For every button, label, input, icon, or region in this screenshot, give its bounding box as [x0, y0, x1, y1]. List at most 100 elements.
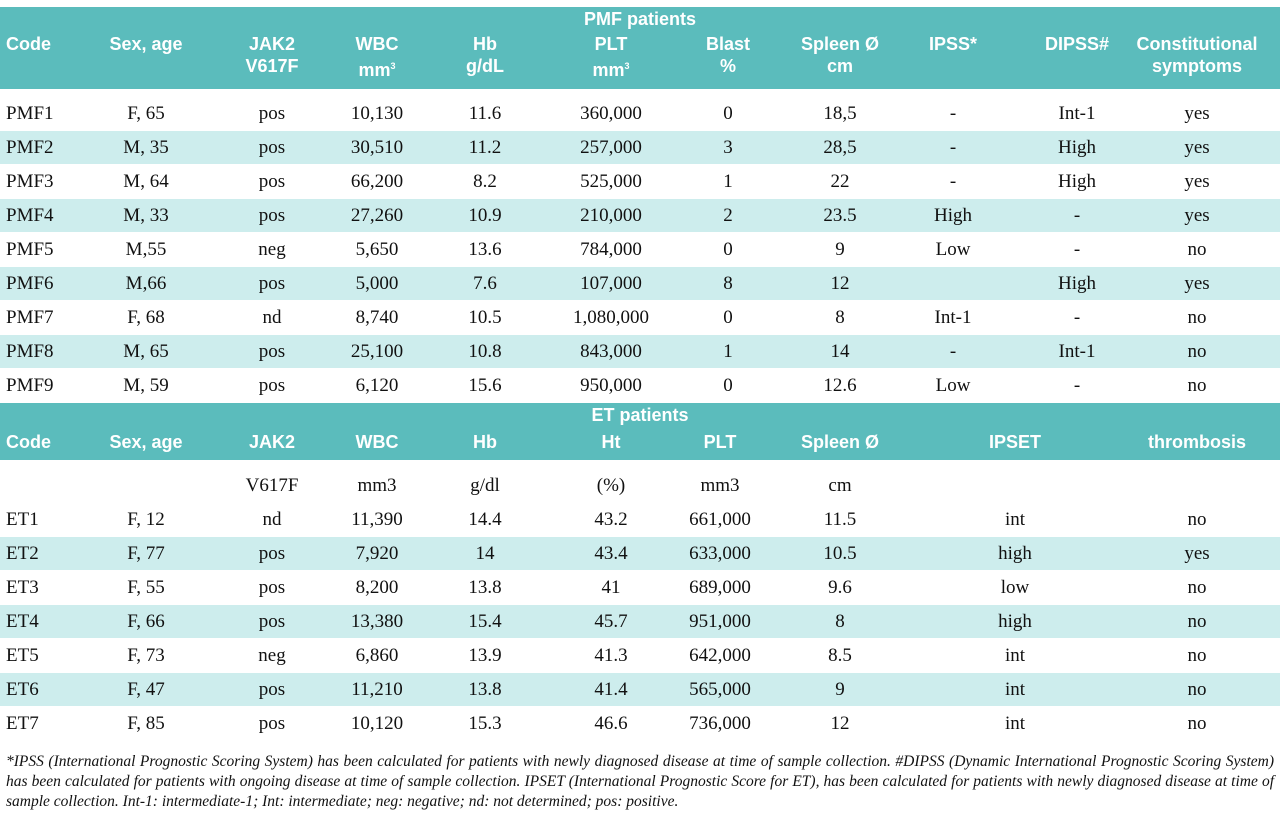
table-cell: high — [998, 611, 1032, 632]
table-cell: 107,000 — [580, 273, 642, 294]
table-cell: 10.8 — [468, 341, 502, 362]
table-cell: ET2 — [6, 543, 39, 564]
table-cell: 210,000 — [580, 205, 642, 226]
table-cell: M, 33 — [123, 205, 169, 226]
table-cell: 9 — [835, 239, 845, 260]
table-row: PMF1 F, 65 pos 10,130 11.6 360,000 0 18,5 - Int-1… — [0, 97, 1280, 130]
table-cell: neg — [258, 645, 286, 666]
table-cell: 7,920 — [355, 543, 399, 564]
et-column-header: PLT — [703, 432, 737, 452]
table-cell: ET6 — [6, 679, 39, 700]
table-cell: pos — [258, 611, 286, 632]
column-header-line: % — [719, 56, 737, 76]
table-cell: High — [1058, 273, 1096, 294]
table-cell: 15.6 — [468, 375, 502, 396]
table-cell: 28,5 — [823, 137, 857, 158]
table-cell: 689,000 — [689, 577, 751, 598]
table-cell: PMF8 — [6, 341, 54, 362]
table-cell: pos — [258, 273, 286, 294]
table-cell: yes — [1184, 205, 1210, 226]
table-cell: pos — [258, 713, 286, 734]
unit-cell: g/dl — [470, 475, 500, 496]
table-cell: 43.2 — [594, 509, 628, 530]
column-header-line: cm — [826, 56, 853, 76]
column-header-line: PLT — [594, 34, 628, 54]
table-row: PMF9 M, 59 pos 6,120 15.6 950,000 0 12.6 Low - no — [0, 369, 1280, 402]
table-row: PMF8 M, 65 pos 25,100 10.8 843,000 1 14 - Int-1 no — [0, 335, 1280, 368]
table-cell: 8,740 — [355, 307, 399, 328]
table-cell: 18,5 — [823, 103, 857, 124]
et-column-header: JAK2 — [248, 432, 296, 452]
table-cell: yes — [1184, 171, 1210, 192]
pmf-header: PMF patients Code Sex, age JAK2 V617F WBC mm3… — [0, 7, 1280, 89]
table-row: PMF3 M, 64 pos 66,200 8.2 525,000 1 22 - High yes — [0, 165, 1280, 198]
table-footnote: *IPSS (International Prognostic Scoring … — [6, 753, 1274, 810]
table-cell: 9 — [835, 679, 845, 700]
table-cell: M,55 — [125, 239, 167, 260]
table-cell: no — [1187, 611, 1207, 632]
table-cell: High — [934, 205, 972, 226]
column-header-line: mm3 — [592, 60, 630, 80]
superscript: 3 — [390, 61, 396, 71]
pmf-column-header: Blast% — [706, 33, 750, 77]
table-cell: M,66 — [125, 273, 167, 294]
table-cell: F, 47 — [127, 679, 165, 700]
table-cell: pos — [258, 103, 286, 124]
et-column-header: Hb — [473, 432, 497, 452]
table-cell: - — [1073, 375, 1081, 396]
table-row: PMF6 M,66 pos 5,000 7.6 107,000 8 12 High yes — [0, 267, 1280, 300]
unit-cell: cm — [828, 475, 852, 496]
table-cell: int — [1004, 509, 1026, 530]
table-cell: PMF7 — [6, 307, 54, 328]
table-cell: F, 65 — [127, 103, 165, 124]
pmf-column-header: PLT mm3 — [592, 33, 629, 81]
table-cell: - — [949, 137, 957, 158]
column-header-line: WBC — [355, 34, 399, 54]
table-cell: F, 55 — [127, 577, 165, 598]
table-cell: M, 35 — [123, 137, 169, 158]
pmf-column-header: Code — [6, 33, 51, 55]
table-cell: PMF9 — [6, 375, 54, 396]
table-row: ET7 F, 85 pos 10,120 15.3 46.6 736,000 12 int no — [0, 707, 1280, 740]
table-cell: 13.8 — [468, 679, 502, 700]
table-cell: 8 — [835, 611, 845, 632]
column-header-line: g/dL — [466, 56, 504, 76]
column-header-line: Blast — [705, 34, 751, 54]
table-cell: 10.5 — [468, 307, 502, 328]
table-cell: PMF2 — [6, 137, 54, 158]
table-cell: pos — [258, 577, 286, 598]
table-cell: 15.4 — [468, 611, 502, 632]
table-cell: 12 — [830, 713, 850, 734]
et-column-header: Sex, age — [109, 432, 183, 452]
table-cell: 10.9 — [468, 205, 502, 226]
table-cell: 66,200 — [350, 171, 404, 192]
table-cell: no — [1187, 713, 1207, 734]
table-cell: int — [1004, 713, 1026, 734]
table-cell: 2 — [723, 205, 733, 226]
et-title: ET patients — [591, 405, 689, 425]
table-cell: Int-1 — [1058, 103, 1096, 124]
table-cell: pos — [258, 679, 286, 700]
unit-cell: mm3 — [357, 475, 397, 496]
table-cell: 843,000 — [580, 341, 642, 362]
table-cell: 46.6 — [594, 713, 628, 734]
unit-cell: V617F — [245, 475, 299, 496]
table-cell: High — [1058, 137, 1096, 158]
table-cell: F, 12 — [127, 509, 165, 530]
table-cell: no — [1187, 679, 1207, 700]
pmf-column-header: DIPSS# — [1045, 33, 1109, 55]
column-header-line: Code — [6, 34, 51, 54]
table-cell: 950,000 — [580, 375, 642, 396]
table-cell: - — [949, 103, 957, 124]
table-cell: nd — [262, 509, 282, 530]
table-cell: - — [1073, 307, 1081, 328]
et-header: ET patients Code Sex, age JAK2 WBC Hb Ht PLT Sp… — [0, 403, 1280, 460]
table-cell: neg — [258, 239, 286, 260]
table-cell: 13.6 — [468, 239, 502, 260]
table-cell: M, 64 — [123, 171, 169, 192]
table-cell: 13,380 — [350, 611, 404, 632]
table-cell: 45.7 — [594, 611, 628, 632]
table-cell: 1 — [723, 171, 733, 192]
table-cell: 6,120 — [355, 375, 399, 396]
table-cell: 3 — [723, 137, 733, 158]
